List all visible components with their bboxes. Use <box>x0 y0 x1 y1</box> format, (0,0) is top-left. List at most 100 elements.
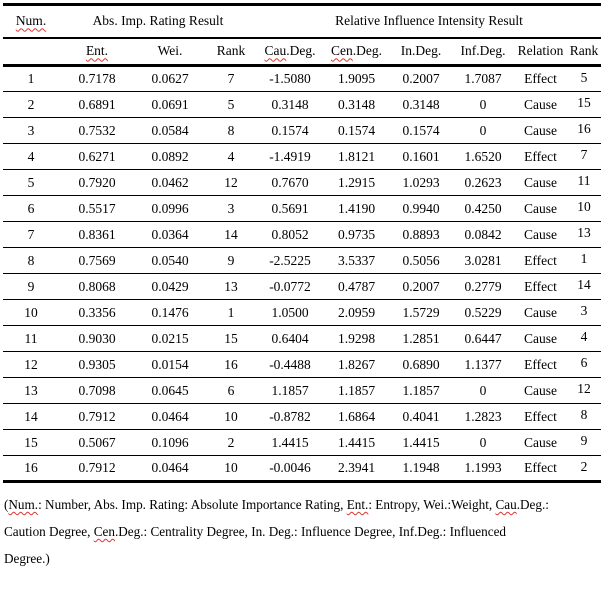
table-cell: 0.7670 <box>257 169 323 196</box>
table-cell: 16 <box>3 455 59 483</box>
table-cell: 12 <box>567 377 602 404</box>
table-cell: 1.4415 <box>390 429 452 456</box>
table-cell: 1 <box>205 299 257 326</box>
table-cell: 4 <box>3 143 59 170</box>
table-cell: 10 <box>3 299 59 326</box>
table-cell: 2 <box>567 455 602 483</box>
table-row: 11 0.9030 0.0215 15 0.6404 1.9298 1.2851 0.6447… <box>3 325 602 352</box>
footnote-text: Caution Degree, <box>4 524 94 539</box>
table-cell: 15 <box>205 325 257 352</box>
table-cell: -0.0772 <box>257 273 323 300</box>
table-cell: Effect <box>514 273 567 300</box>
table-cell: 0.7920 <box>59 169 135 196</box>
table-row: 9 0.8068 0.0429 13 -0.0772 0.4787 0.2007 0.2779… <box>3 273 602 300</box>
table-cell: 0.0842 <box>452 221 514 248</box>
table-cell: 0.1601 <box>390 143 452 170</box>
table-cell: 0.5056 <box>390 247 452 274</box>
footnote-text: : Entropy, Wei.:Weight, <box>368 497 496 512</box>
table-cell: 0.4787 <box>323 273 390 300</box>
footnote-cen-wavy: Cen <box>93 524 115 539</box>
table-cell: 16 <box>567 117 602 144</box>
table-cell: 1.9095 <box>323 65 390 92</box>
table-cell: 4 <box>205 143 257 170</box>
col-header-wei: Wei. <box>135 37 205 67</box>
table-cell: 1.1857 <box>257 377 323 404</box>
table-cell: 13 <box>567 221 602 248</box>
table-row: 4 0.6271 0.0892 4 -1.4919 1.8121 0.1601 1.6520 E… <box>3 143 602 170</box>
table-cell: 15 <box>567 91 602 118</box>
table-cell: 1.0500 <box>257 299 323 326</box>
col-header-inf-deg: Inf.Deg. <box>452 37 514 67</box>
table-row: 12 0.9305 0.0154 16 -0.4488 1.8267 0.6890 1.137… <box>3 351 602 378</box>
table-cell: 1.2915 <box>323 169 390 196</box>
table-cell: 9 <box>205 247 257 274</box>
table-cell: 0.8052 <box>257 221 323 248</box>
table-cell: Cause <box>514 429 567 456</box>
table-cell: 0.6271 <box>59 143 135 170</box>
table-cell: 0.0464 <box>135 455 205 483</box>
table-cell: 2.3941 <box>323 455 390 483</box>
col-header-rank-abs: Rank <box>205 37 257 67</box>
table-cell: 0.8361 <box>59 221 135 248</box>
table-cell: Effect <box>514 351 567 378</box>
table-cell: 1.1377 <box>452 351 514 378</box>
table-cell: 0 <box>452 117 514 144</box>
table-cell: 0.3356 <box>59 299 135 326</box>
table-cell: 1.1948 <box>390 455 452 483</box>
col-header-relation: Relation <box>514 37 567 67</box>
table-cell: 1.6864 <box>323 403 390 430</box>
table-cell: 0.0996 <box>135 195 205 222</box>
table-cell: 1.0293 <box>390 169 452 196</box>
table-cell: 0.0691 <box>135 91 205 118</box>
table-cell: 0.8893 <box>390 221 452 248</box>
table-header: Num. Abs. Imp. Rating Result Relative In… <box>3 3 602 67</box>
table-cell: 8 <box>3 247 59 274</box>
col-header-num: Num. <box>3 3 59 39</box>
table-body: 1 0.7178 0.0627 7 -1.5080 1.9095 0.2007 1.7087 E… <box>3 65 602 483</box>
table-cell: 0.7912 <box>59 403 135 430</box>
cen-header-rest: .Deg. <box>352 43 382 59</box>
table-cell: 1 <box>567 247 602 274</box>
table-cell: 13 <box>205 273 257 300</box>
table-cell: 0.0154 <box>135 351 205 378</box>
table-cell: 1.1857 <box>323 377 390 404</box>
table-row: 13 0.7098 0.0645 6 1.1857 1.1857 1.1857 0 Cause 1… <box>3 377 602 404</box>
table-cell: Effect <box>514 65 567 92</box>
table-cell: 0.4041 <box>390 403 452 430</box>
table-cell: 0.0429 <box>135 273 205 300</box>
num-header-label: Num. <box>15 13 47 29</box>
table-cell: Effect <box>514 455 567 483</box>
table-cell: 14 <box>205 221 257 248</box>
footnote-num-wavy: Num. <box>8 497 39 512</box>
table-cell: 1.2823 <box>452 403 514 430</box>
table-cell: 1 <box>3 65 59 92</box>
table-cell: 1.4415 <box>323 429 390 456</box>
cau-header-wavy: Cau <box>264 43 287 59</box>
table-cell: 8 <box>205 117 257 144</box>
table-cell: 7 <box>3 221 59 248</box>
table-cell: 3 <box>3 117 59 144</box>
table-cell: 0.9735 <box>323 221 390 248</box>
footnote-ent-wavy: Ent. <box>346 497 369 512</box>
table-cell: 0.9940 <box>390 195 452 222</box>
table-cell: Cause <box>514 221 567 248</box>
table-cell: 0 <box>452 429 514 456</box>
table-cell: 1.5729 <box>390 299 452 326</box>
table-cell: 4 <box>567 325 602 352</box>
footnote-text: .Deg.: Centrality Degree, In. Deg.: Infl… <box>114 524 507 539</box>
table-cell: 1.9298 <box>323 325 390 352</box>
table-cell: 1.7087 <box>452 65 514 92</box>
table-cell: 11 <box>3 325 59 352</box>
table-cell: 5 <box>567 65 602 92</box>
group-header-abs-imp-rating: Abs. Imp. Rating Result <box>59 3 257 39</box>
table-cell: 0.3148 <box>257 91 323 118</box>
table-cell: 0.0892 <box>135 143 205 170</box>
table-cell: 0 <box>452 91 514 118</box>
table-cell: -2.5225 <box>257 247 323 274</box>
table-cell: 5 <box>205 91 257 118</box>
table-cell: 0.0462 <box>135 169 205 196</box>
table-cell: 10 <box>567 195 602 222</box>
ent-header-label: Ent. <box>85 43 109 59</box>
table-cell: 0.4250 <box>452 195 514 222</box>
table-cell: -1.5080 <box>257 65 323 92</box>
